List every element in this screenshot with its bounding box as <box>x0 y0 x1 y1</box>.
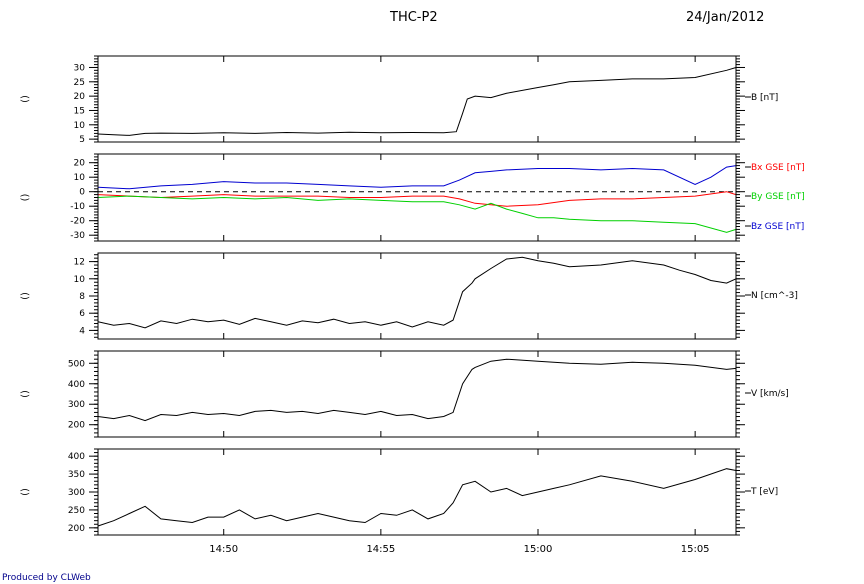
series-label: B [nT] <box>751 93 778 103</box>
y-tick-label: 200 <box>68 524 85 534</box>
y-tick-label: 300 <box>68 400 85 410</box>
footer-credit: Produced by CLWeb <box>2 573 91 583</box>
chart-title: THC-P2 <box>390 10 438 25</box>
x-tick-label: 15:00 <box>524 544 553 555</box>
panel-frame <box>97 448 737 536</box>
series-line-t <box>97 468 737 527</box>
panel-unit-label: () <box>20 390 31 398</box>
y-tick-label: 12 <box>74 258 85 268</box>
series-line-bx <box>97 191 737 207</box>
y-tick-label: -30 <box>70 231 85 241</box>
panel-frame <box>97 55 737 143</box>
y-tick-label: -10 <box>70 202 85 212</box>
y-tick-label: 250 <box>68 506 85 516</box>
x-tick-label: 15:05 <box>681 544 710 555</box>
x-tick-label: 14:55 <box>366 544 395 555</box>
panel-unit-label: () <box>20 488 31 496</box>
series-line-v <box>97 358 737 422</box>
series-label: Bx GSE [nT] <box>751 163 805 173</box>
panel-unit-label: () <box>20 292 31 300</box>
panel-unit-label: () <box>20 95 31 103</box>
y-tick-label: 25 <box>74 78 85 88</box>
series-label: By GSE [nT] <box>751 192 805 202</box>
y-tick-label: 8 <box>79 292 85 302</box>
y-tick-label: 15 <box>74 106 85 116</box>
y-tick-label: 20 <box>74 159 86 169</box>
series-line-by <box>97 195 737 233</box>
y-tick-label: -20 <box>70 217 85 227</box>
series-label: Bz GSE [nT] <box>751 222 804 232</box>
series-label: N [cm^-3] <box>751 291 798 301</box>
y-tick-label: 10 <box>74 275 86 285</box>
series-line-bz <box>97 165 737 190</box>
panel-frame <box>97 252 737 340</box>
panel-frame <box>97 350 737 438</box>
y-tick-label: 4 <box>79 326 85 336</box>
series-line-n <box>97 256 737 329</box>
y-tick-label: 500 <box>68 359 85 369</box>
y-tick-label: 20 <box>74 92 86 102</box>
x-tick-label: 14:50 <box>209 544 238 555</box>
y-tick-label: 300 <box>68 488 85 498</box>
series-label: T [eV] <box>750 487 778 497</box>
y-tick-label: 200 <box>68 421 85 431</box>
y-tick-label: 6 <box>79 309 85 319</box>
chart-date: 24/Jan/2012 <box>686 10 765 25</box>
y-tick-label: 400 <box>68 452 85 462</box>
y-tick-label: 10 <box>74 173 86 183</box>
y-tick-label: 400 <box>68 380 85 390</box>
panel-frame <box>97 153 737 242</box>
y-tick-label: 30 <box>74 63 86 73</box>
y-tick-label: 10 <box>74 121 86 131</box>
y-tick-label: 0 <box>79 188 85 198</box>
series-line-b <box>97 67 737 136</box>
series-label: V [km/s] <box>751 389 789 399</box>
y-tick-label: 350 <box>68 470 85 480</box>
panel-unit-label: () <box>20 194 31 202</box>
y-tick-label: 5 <box>79 135 85 145</box>
